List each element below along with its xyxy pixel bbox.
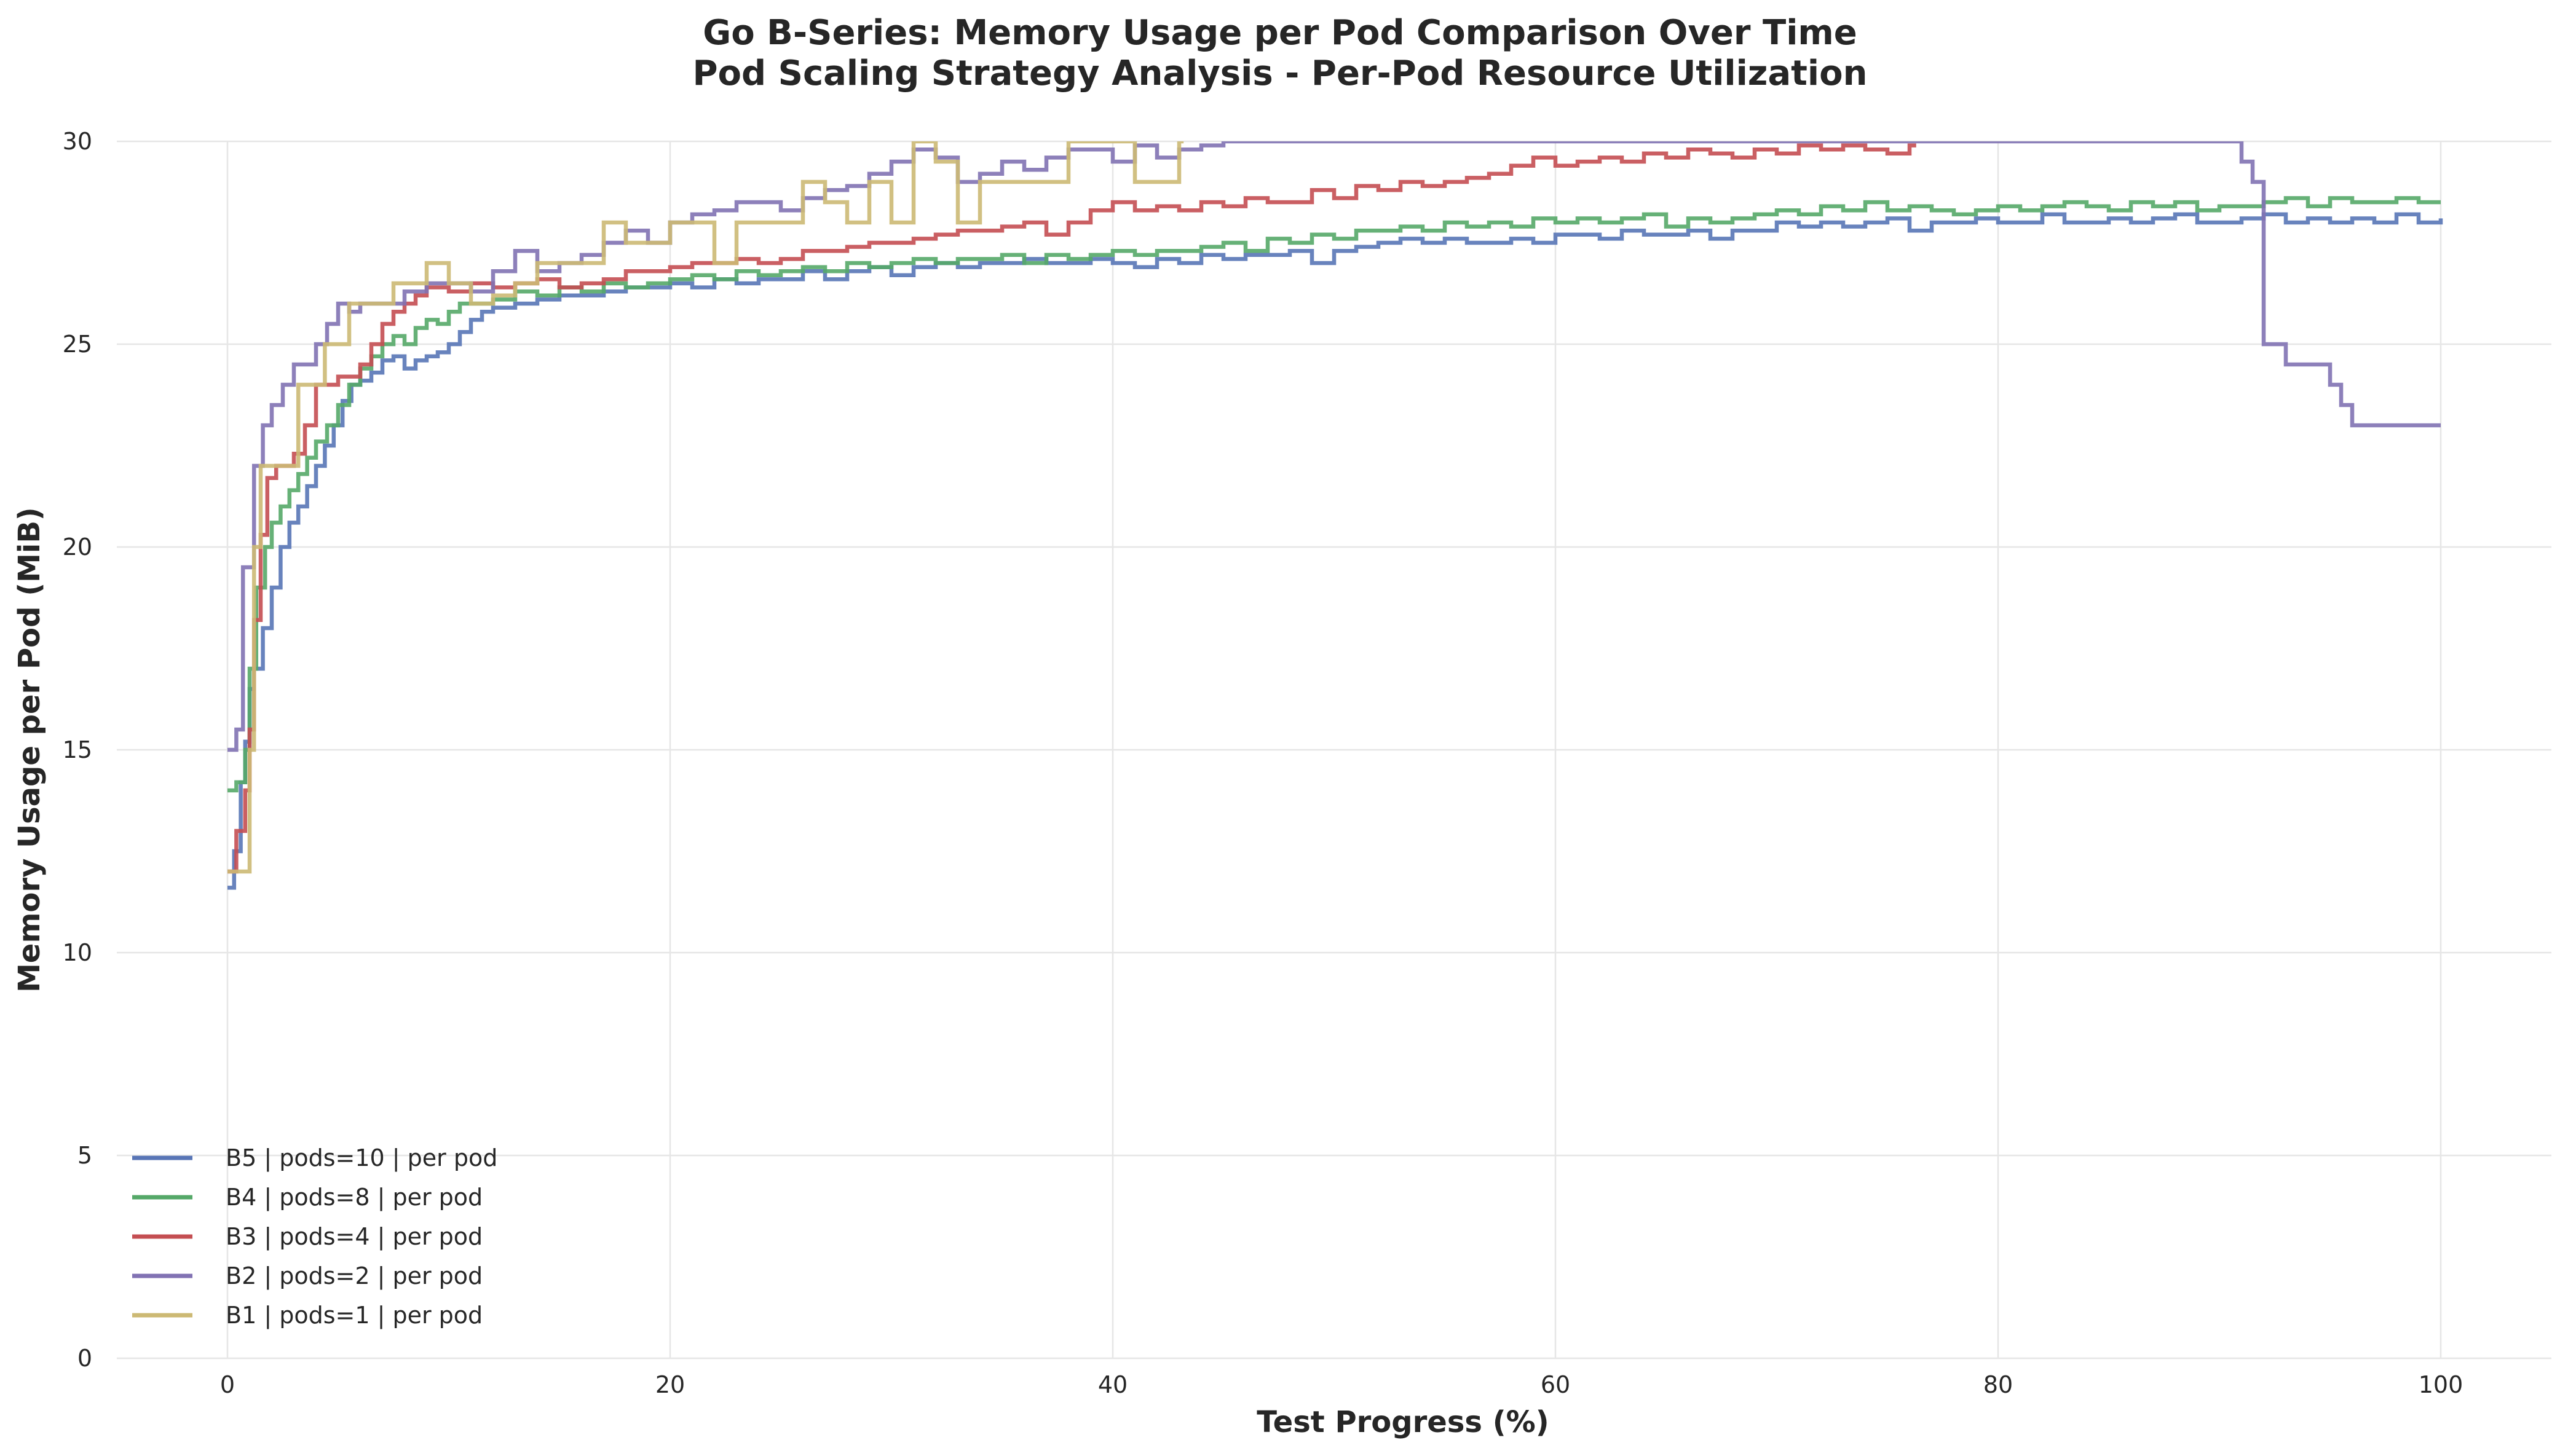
y-tick-label: 0 xyxy=(77,1345,92,1372)
legend: B5 | pods=10 | per pod B4 | pods=8 | per … xyxy=(132,1144,497,1329)
y-tick-label: 10 xyxy=(63,939,92,966)
grid-lines xyxy=(117,140,2551,1360)
series-lines xyxy=(227,141,2443,890)
x-tick-label: 80 xyxy=(1983,1371,2013,1398)
chart-title: Go B-Series: Memory Usage per Pod Compar… xyxy=(703,13,1857,53)
tick-labels: 0 20 40 60 80 100 0 5 10 15 20 25 30 xyxy=(63,128,2463,1398)
x-tick-label: 20 xyxy=(655,1371,685,1398)
series-line-3 xyxy=(227,143,1916,874)
x-tick-label: 0 xyxy=(220,1371,235,1398)
x-tick-label: 40 xyxy=(1098,1371,1128,1398)
legend-label: B5 | pods=10 | per pod xyxy=(226,1144,497,1172)
x-tick-label: 100 xyxy=(2419,1371,2463,1398)
legend-label: B2 | pods=2 | per pod xyxy=(226,1262,483,1290)
legend-label: B3 | pods=4 | per pod xyxy=(226,1223,483,1251)
y-tick-label: 20 xyxy=(63,533,92,561)
y-tick-label: 30 xyxy=(63,128,92,155)
y-tick-label: 25 xyxy=(63,331,92,358)
x-axis-label: Test Progress (%) xyxy=(1257,1405,1549,1439)
legend-label: B4 | pods=8 | per pod xyxy=(226,1184,483,1211)
x-tick-label: 60 xyxy=(1541,1371,1570,1398)
series-line-1 xyxy=(227,212,2443,890)
y-axis-label: Memory Usage per Pod (MiB) xyxy=(12,507,47,993)
y-tick-label: 5 xyxy=(77,1142,92,1169)
series-line-2 xyxy=(227,196,2441,793)
chart-subtitle: Pod Scaling Strategy Analysis - Per-Pod … xyxy=(693,53,1868,93)
series-line-5 xyxy=(227,141,1184,874)
y-tick-label: 15 xyxy=(63,736,92,763)
legend-label: B1 | pods=1 | per pod xyxy=(226,1302,483,1329)
